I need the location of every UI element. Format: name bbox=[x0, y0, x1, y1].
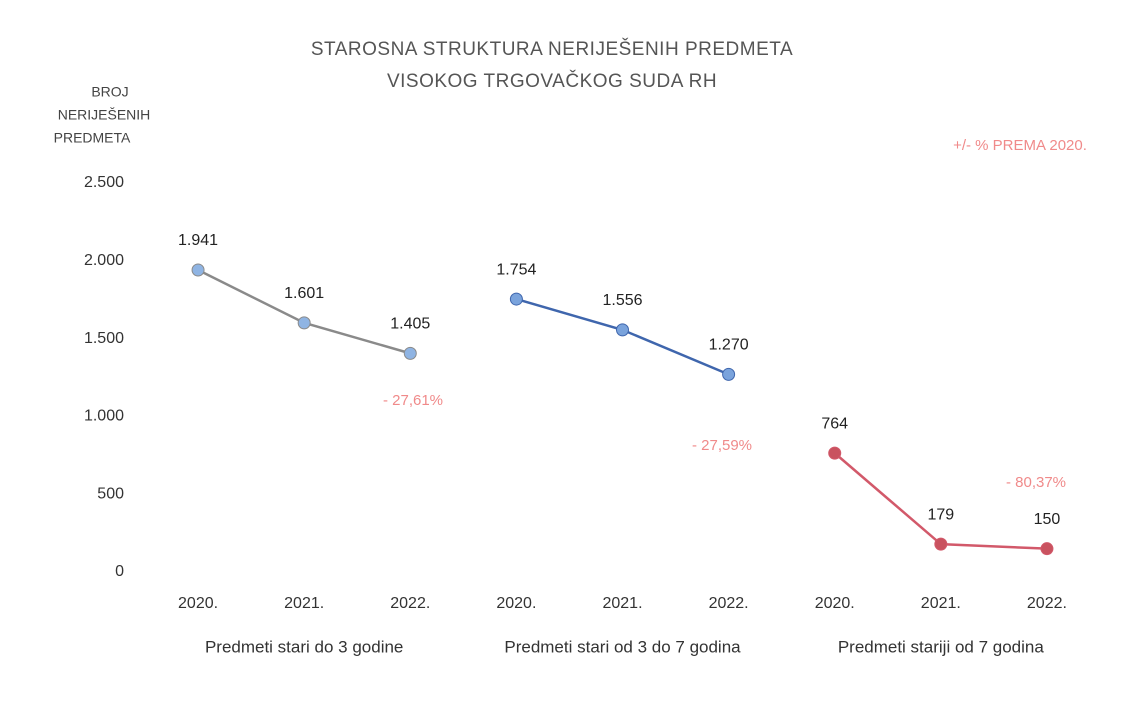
annotation: - 27,61% bbox=[383, 392, 443, 409]
y-axis-label: PREDMETA bbox=[54, 130, 131, 146]
y-tick-label: 0 bbox=[115, 563, 124, 580]
x-tick-label: 2020. bbox=[815, 595, 855, 612]
y-tick-label: 2.000 bbox=[84, 252, 124, 269]
series-line bbox=[833, 452, 1047, 550]
x-tick-label: 2021. bbox=[602, 595, 642, 612]
chart-title: STAROSNA STRUKTURA NERIJEŠENIH PREDMETA bbox=[311, 38, 793, 60]
x-tick-label: 2020. bbox=[496, 595, 536, 612]
point-marker bbox=[403, 346, 417, 360]
point-marker bbox=[509, 292, 523, 306]
data-label: 1.270 bbox=[709, 337, 749, 354]
x-tick-label: 2022. bbox=[390, 595, 430, 612]
point-marker bbox=[616, 323, 629, 337]
point-marker bbox=[1040, 542, 1054, 556]
x-tick-label: 2020. bbox=[178, 595, 218, 612]
y-tick-label: 1.500 bbox=[84, 330, 124, 347]
x-tick-label: 2021. bbox=[921, 595, 961, 612]
x-tick-label: 2022. bbox=[709, 595, 749, 612]
annotation: +/- % PREMA 2020. bbox=[953, 137, 1087, 154]
y-tick-label: 2.500 bbox=[84, 174, 124, 191]
series-line bbox=[516, 297, 730, 376]
data-label: 1.941 bbox=[178, 232, 218, 249]
y-axis-label: NERIJEŠENIH bbox=[58, 107, 151, 123]
data-label: 179 bbox=[927, 506, 954, 523]
point-marker bbox=[722, 367, 736, 381]
annotation: - 27,59% bbox=[692, 437, 752, 454]
x-tick-label: 2021. bbox=[284, 595, 324, 612]
point-marker bbox=[934, 537, 948, 551]
data-label: 764 bbox=[821, 415, 848, 432]
y-tick-label: 500 bbox=[97, 485, 124, 502]
data-label: 1.754 bbox=[496, 261, 536, 278]
data-label: 1.601 bbox=[284, 285, 324, 302]
group-label: Predmeti stari do 3 godine bbox=[205, 637, 403, 656]
x-tick-label: 2022. bbox=[1027, 595, 1067, 612]
annotation: - 80,37% bbox=[1006, 474, 1066, 491]
data-label: 1.556 bbox=[602, 292, 642, 309]
point-marker bbox=[297, 316, 311, 330]
data-label: 150 bbox=[1034, 511, 1061, 528]
y-axis-label: BROJ bbox=[91, 84, 128, 100]
group-label: Predmeti stari od 3 do 7 godina bbox=[504, 637, 741, 656]
point-marker bbox=[191, 263, 205, 277]
y-tick-label: 1.000 bbox=[84, 408, 124, 425]
point-marker bbox=[828, 446, 842, 460]
chart-title: VISOKOG TRGOVAČKOG SUDA RH bbox=[387, 70, 717, 92]
group-label: Predmeti stariji od 7 godina bbox=[838, 637, 1045, 656]
series-line bbox=[197, 268, 411, 355]
data-label: 1.405 bbox=[390, 316, 430, 333]
